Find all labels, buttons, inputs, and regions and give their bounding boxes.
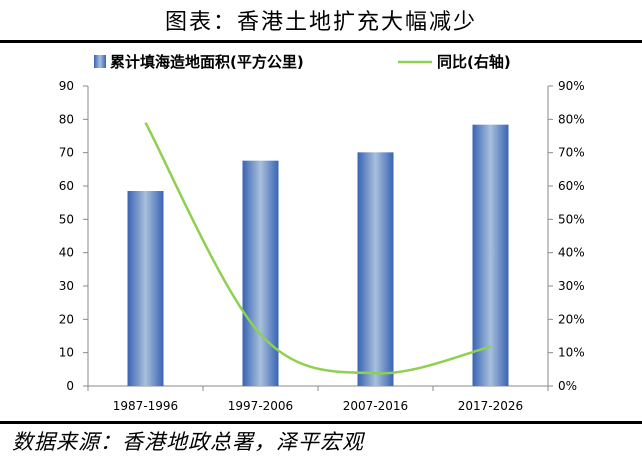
y-left-tick-label: 20 (59, 312, 74, 326)
legend-line-label: 同比(右轴) (437, 53, 511, 71)
y-right-tick-label: 40% (558, 246, 585, 260)
tick-labels: 0 10 20 30 40 50 60 70 80 90 0% 10% 20% 30% 40% 50% 60% 7… (59, 79, 585, 413)
y-right-tick-label: 20% (558, 312, 585, 326)
bar (242, 160, 279, 386)
y-left-tick-label: 40 (59, 246, 74, 260)
legend-bar-swatch (94, 55, 106, 68)
yoy-line (144, 122, 491, 375)
top-rule (0, 40, 642, 43)
y-right-tick-label: 50% (558, 212, 585, 226)
y-right-tick-label: 0% (558, 379, 577, 393)
y-right-tick-label: 90% (558, 79, 585, 93)
y-left-tick-label: 60 (59, 179, 74, 193)
y-left-tick-label: 10 (59, 346, 74, 360)
bars (127, 124, 509, 387)
y-left-tick-label: 30 (59, 279, 74, 293)
legend-bar-label: 累计填海造地面积(平方公里) (110, 53, 304, 71)
line-series (144, 122, 491, 375)
x-tick-label: 2017-2026 (458, 399, 523, 413)
bar (472, 124, 509, 387)
y-right-tick-label: 80% (558, 112, 585, 126)
y-right-tick-label: 70% (558, 146, 585, 160)
y-left-tick-label: 0 (66, 379, 74, 393)
x-tick-label: 1987-1996 (113, 399, 178, 413)
y-left-tick-label: 50 (59, 212, 74, 226)
x-tick-label: 1997-2006 (228, 399, 293, 413)
axes (83, 85, 553, 391)
y-right-tick-label: 10% (558, 346, 585, 360)
page-title: 图表：香港土地扩充大幅减少 (164, 10, 477, 35)
legend: 累计填海造地面积(平方公里) 同比(右轴) (94, 53, 511, 71)
y-left-tick-label: 90 (59, 79, 74, 93)
bar (357, 152, 394, 386)
y-right-tick-label: 30% (558, 279, 585, 293)
y-left-tick-label: 70 (59, 146, 74, 160)
y-left-tick-label: 80 (59, 112, 74, 126)
bar (127, 191, 164, 386)
x-tick-label: 2007-2016 (343, 399, 408, 413)
bottom-rule (0, 421, 642, 424)
source-note: 数据来源：香港地政总署，泽平宏观 (12, 430, 364, 454)
y-right-tick-label: 60% (558, 179, 585, 193)
